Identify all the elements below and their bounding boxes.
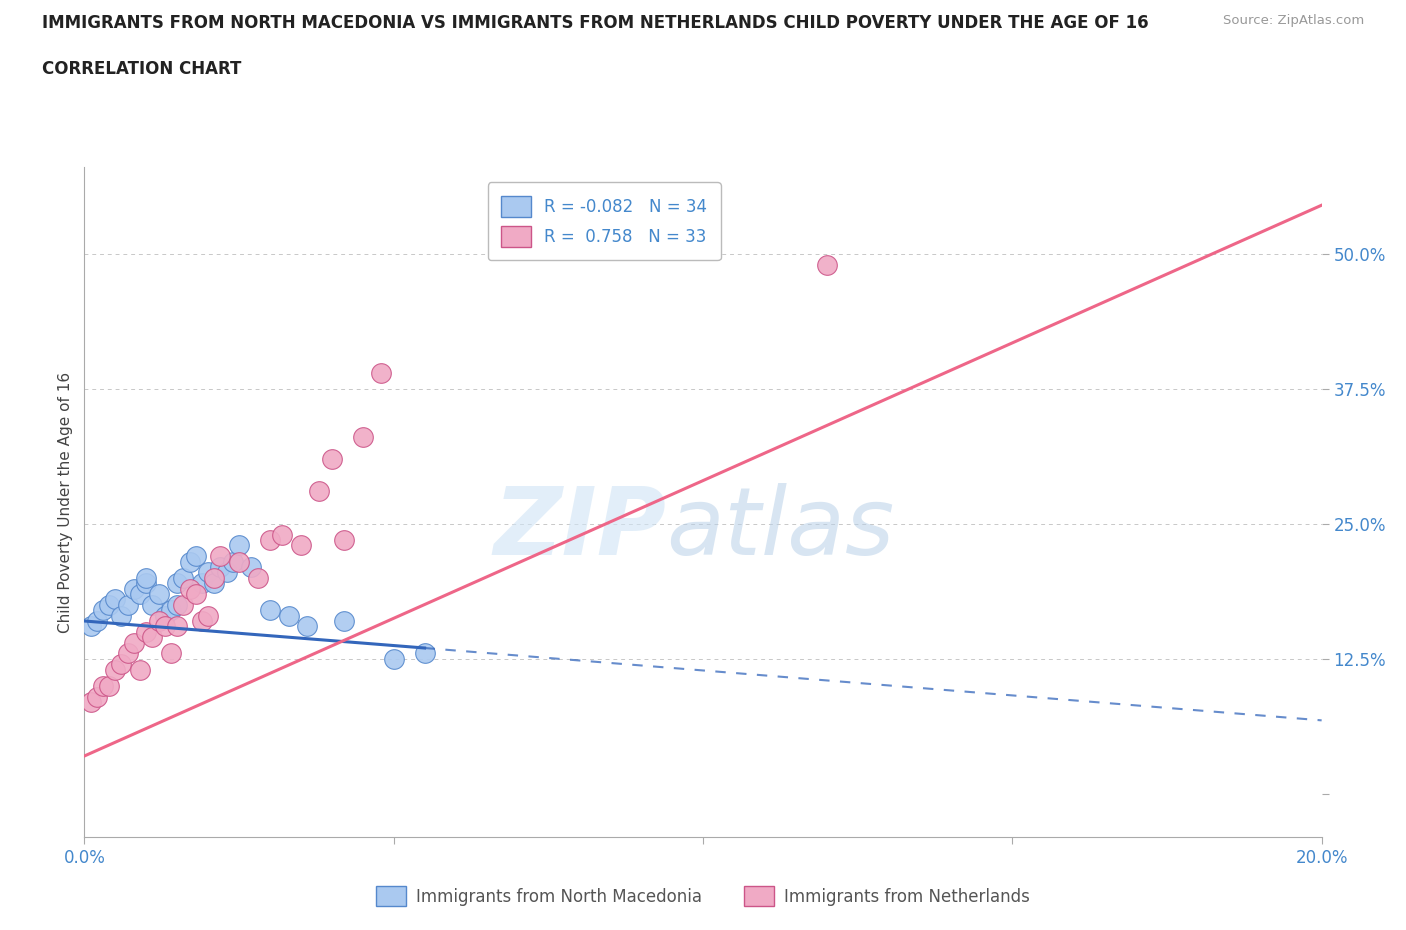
Point <box>153 619 176 634</box>
Point <box>240 560 263 575</box>
Point <box>209 549 232 564</box>
Point <box>166 619 188 634</box>
Point <box>166 576 188 591</box>
Point <box>98 678 121 693</box>
Point <box>141 630 163 644</box>
Point <box>413 646 436 661</box>
Text: atlas: atlas <box>666 484 894 575</box>
Point <box>382 651 405 666</box>
Point <box>197 565 219 579</box>
Point <box>148 614 170 629</box>
Point <box>179 554 201 569</box>
Point <box>91 603 114 618</box>
Point <box>79 619 101 634</box>
Point <box>135 624 157 639</box>
Point <box>122 635 145 650</box>
Point <box>290 538 312 552</box>
Point <box>129 662 152 677</box>
Point <box>166 597 188 612</box>
Point <box>228 538 250 552</box>
Text: ZIP: ZIP <box>494 483 666 575</box>
Point <box>333 533 356 548</box>
Point <box>259 533 281 548</box>
Point <box>98 597 121 612</box>
Point <box>117 597 139 612</box>
Point <box>110 657 132 671</box>
Point <box>179 581 201 596</box>
Point <box>815 258 838 272</box>
Point <box>191 614 214 629</box>
Text: IMMIGRANTS FROM NORTH MACEDONIA VS IMMIGRANTS FROM NETHERLANDS CHILD POVERTY UND: IMMIGRANTS FROM NORTH MACEDONIA VS IMMIG… <box>42 14 1149 32</box>
Point <box>222 554 245 569</box>
Point <box>110 608 132 623</box>
Point <box>295 619 318 634</box>
Point <box>86 689 108 704</box>
Point <box>333 614 356 629</box>
Point <box>141 597 163 612</box>
Point <box>246 570 269 585</box>
Point <box>104 662 127 677</box>
Point <box>104 592 127 607</box>
Point <box>271 527 294 542</box>
Point <box>135 570 157 585</box>
Point <box>228 554 250 569</box>
Point <box>91 678 114 693</box>
Point <box>86 614 108 629</box>
Point <box>160 646 183 661</box>
Point <box>259 603 281 618</box>
Point <box>197 608 219 623</box>
Point <box>184 549 207 564</box>
Point <box>215 565 238 579</box>
Y-axis label: Child Poverty Under the Age of 16: Child Poverty Under the Age of 16 <box>58 372 73 632</box>
Point <box>148 587 170 602</box>
Point <box>352 430 374 445</box>
Point <box>117 646 139 661</box>
Point <box>370 365 392 380</box>
Point <box>79 695 101 710</box>
Point <box>160 603 183 618</box>
Point <box>184 587 207 602</box>
Point <box>153 608 176 623</box>
Point <box>122 581 145 596</box>
Legend: R = -0.082   N = 34, R =  0.758   N = 33: R = -0.082 N = 34, R = 0.758 N = 33 <box>488 182 720 260</box>
Point <box>129 587 152 602</box>
Text: CORRELATION CHART: CORRELATION CHART <box>42 60 242 78</box>
Point <box>202 576 225 591</box>
Legend: Immigrants from North Macedonia, Immigrants from Netherlands: Immigrants from North Macedonia, Immigra… <box>370 880 1036 912</box>
Point <box>209 560 232 575</box>
Point <box>202 570 225 585</box>
Text: Source: ZipAtlas.com: Source: ZipAtlas.com <box>1223 14 1364 27</box>
Point <box>277 608 299 623</box>
Point <box>172 570 194 585</box>
Point <box>172 597 194 612</box>
Point <box>321 452 343 467</box>
Point <box>191 576 214 591</box>
Point <box>135 576 157 591</box>
Point <box>308 484 330 498</box>
